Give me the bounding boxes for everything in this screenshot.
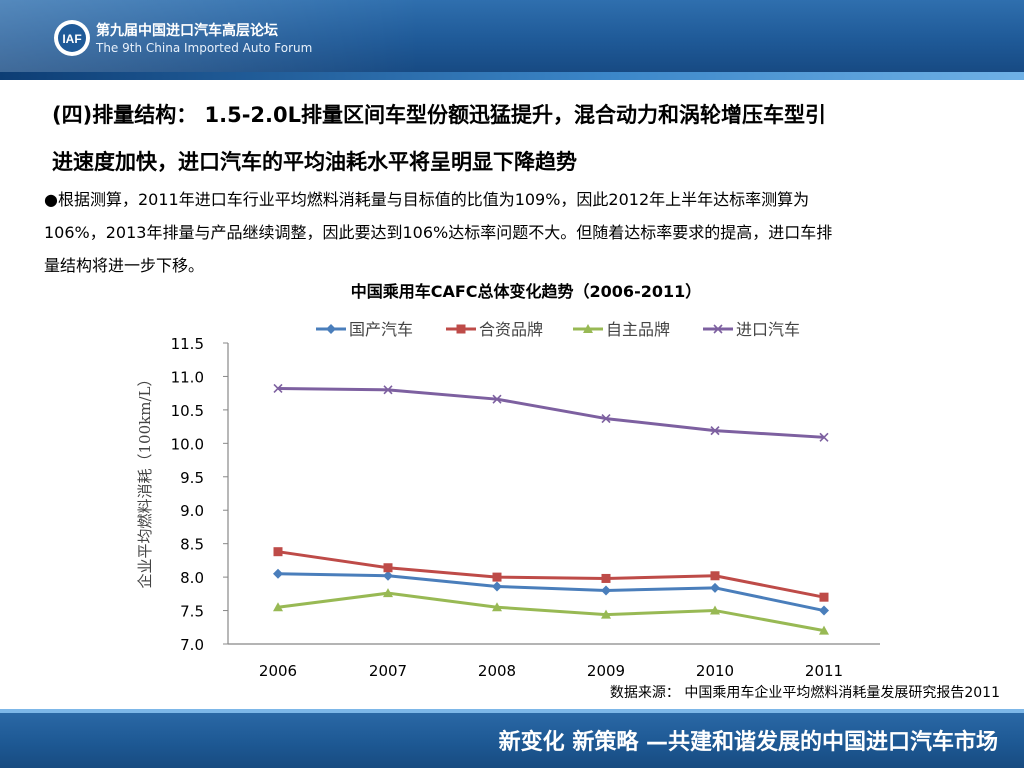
series-triangle: [273, 588, 829, 635]
y-tick-label: 7.5: [180, 603, 204, 621]
x-mark-stroke: [713, 324, 723, 334]
chart-legend: 国产汽车 合资品牌 自主品牌 进口汽车: [316, 320, 800, 339]
series-diamond: [273, 568, 829, 616]
y-tick-label: 9.0: [180, 502, 204, 520]
paragraph-line-1: ●根据测算，2011年进口车行业平均燃料消耗量与目标值的比值为109%，因此20…: [44, 183, 1020, 216]
header-banner: IAF 第九届中国进口汽车高层论坛 The 9th China Imported…: [0, 0, 1024, 72]
legend-item: 进口汽车: [703, 320, 800, 339]
y-tick-label: 11.0: [171, 368, 204, 386]
x-mark-stroke: [819, 432, 829, 442]
bullet-icon: ●: [44, 190, 58, 209]
legend-item: 国产汽车: [316, 320, 413, 339]
x-mark-stroke: [710, 426, 720, 436]
legend-label: 合资品牌: [479, 320, 543, 339]
x-mark-stroke: [383, 385, 393, 395]
data-point-marker: [383, 563, 393, 573]
data-point-marker: [819, 625, 829, 635]
slide-title: (四)排量结构： 1.5-2.0L排量区间车型份额迅猛提升，混合动力和涡轮增压车…: [52, 92, 992, 186]
data-point-marker: [492, 394, 502, 404]
x-tick-label: 2009: [587, 662, 625, 680]
series-line: [277, 591, 825, 633]
data-point-marker: [710, 582, 720, 593]
forum-logo-icon: IAF: [54, 20, 90, 56]
y-tick-label: 9.5: [180, 469, 204, 487]
x-mark-stroke: [601, 414, 611, 424]
chart-axes: 7.0 7.5 8.0 8.5 9.0 9.5 10.0 10.5 11.0 11.5 2006 20…: [171, 335, 880, 680]
series-x: [273, 383, 829, 442]
data-point-marker: [492, 602, 502, 612]
data-point-marker: [383, 588, 393, 598]
data-point-marker: [456, 324, 466, 334]
data-point-marker: [601, 414, 611, 424]
y-tick-label: 8.5: [180, 536, 204, 554]
data-point-marker: [601, 585, 611, 596]
chart-title: 中国乘用车CAFC总体变化趋势（2006-2011）: [351, 282, 702, 301]
data-point-marker: [601, 609, 611, 619]
data-point-marker: [492, 572, 502, 582]
data-point-marker: [713, 324, 723, 334]
legend-label: 进口汽车: [736, 320, 800, 339]
data-point-marker: [326, 324, 336, 334]
paragraph-line-2: 106%，2013年排量与产品继续调整，因此要达到106%达标率问题不大。但随着…: [44, 223, 833, 242]
forum-name-en: The 9th China Imported Auto Forum: [96, 41, 313, 55]
x-mark-stroke: [273, 383, 283, 394]
x-mark-stroke: [492, 394, 502, 404]
y-tick-label: 11.5: [171, 335, 204, 353]
data-point-marker: [273, 547, 283, 557]
legend-label: 国产汽车: [349, 320, 413, 339]
data-point-marker: [273, 383, 283, 394]
data-point-marker: [273, 602, 283, 612]
x-tick-label: 2006: [259, 662, 297, 680]
series-line: [277, 572, 825, 613]
y-tick-label: 10.5: [171, 402, 204, 420]
legend-item: 自主品牌: [573, 320, 670, 339]
y-tick-label: 10.0: [171, 435, 204, 453]
data-point-marker: [819, 592, 829, 602]
slide-title-line-1: (四)排量结构： 1.5-2.0L排量区间车型份额迅猛提升，混合动力和涡轮增压车…: [52, 103, 827, 127]
header-stripe: [0, 72, 1024, 80]
body-paragraph: ●根据测算，2011年进口车行业平均燃料消耗量与目标值的比值为109%，因此20…: [44, 183, 1020, 282]
footer-accent-line: [0, 709, 1024, 713]
paragraph-text-1: 根据测算，2011年进口车行业平均燃料消耗量与目标值的比值为109%，因此201…: [57, 190, 810, 209]
data-point-marker: [819, 432, 829, 442]
data-point-marker: [583, 324, 593, 333]
series-line: [277, 386, 825, 439]
y-tick-label: 7.0: [180, 636, 204, 654]
x-tick-label: 2007: [369, 662, 407, 680]
footer-banner: [0, 709, 1024, 768]
forum-name-cn: 第九届中国进口汽车高层论坛: [96, 23, 278, 39]
footer-slogan: 新变化 新策略 —共建和谐发展的中国进口汽车市场: [498, 730, 998, 755]
data-point-marker: [383, 570, 393, 581]
data-source-note: 数据来源： 中国乘用车企业平均燃料消耗量发展研究报告2011: [610, 684, 1000, 701]
data-point-marker: [273, 568, 283, 579]
data-point-marker: [601, 573, 611, 583]
x-tick-label: 2011: [805, 662, 843, 680]
data-point-marker: [710, 605, 720, 615]
y-tick-label: 8.0: [180, 569, 204, 587]
data-point-marker: [383, 385, 393, 395]
y-axis-label: 企业平均燃料消耗（100km/L）: [136, 372, 154, 589]
legend-label: 自主品牌: [606, 320, 670, 339]
x-tick-label: 2008: [478, 662, 516, 680]
series-line: [277, 550, 825, 599]
legend-item: 合资品牌: [446, 320, 543, 339]
data-point-marker: [710, 571, 720, 581]
series-square: [273, 547, 829, 602]
data-point-marker: [710, 426, 720, 436]
data-point-marker: [819, 605, 829, 616]
chart-series: [273, 383, 829, 635]
data-point-marker: [492, 581, 502, 592]
slide-title-line-2: 进速度加快，进口汽车的平均油耗水平将呈明显下降趋势: [52, 150, 577, 174]
logo-text: IAF: [62, 32, 81, 46]
x-tick-label: 2010: [696, 662, 734, 680]
paragraph-line-3: 量结构将进一步下移。: [44, 256, 205, 275]
